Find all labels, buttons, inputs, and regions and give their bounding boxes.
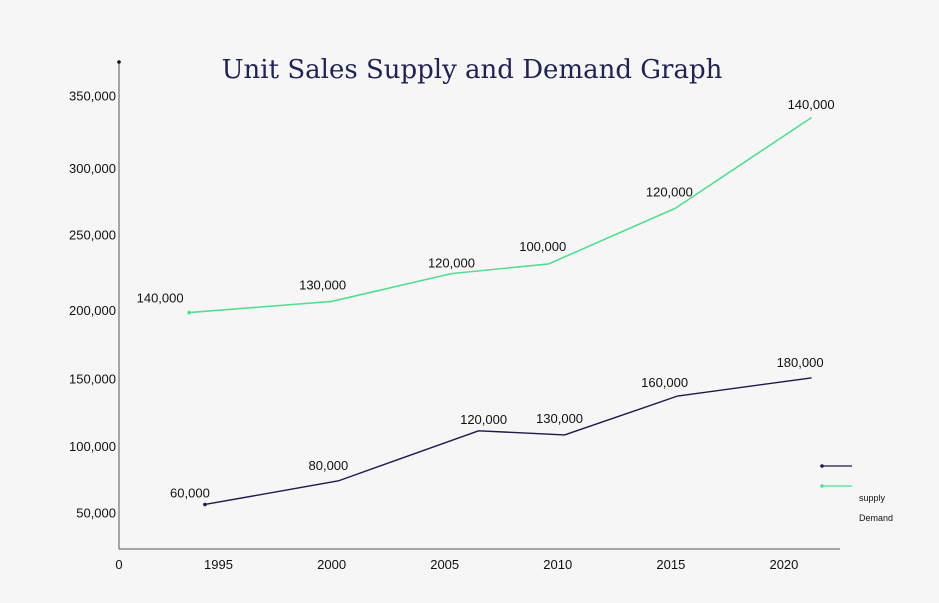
x-axis-ticks: 1995 2000 2005 2010 2015 2020 [204, 557, 798, 572]
y-axis-top-marker [117, 60, 121, 64]
legend-supply-marker [820, 484, 824, 488]
y-tick-label: 250,000 [69, 228, 116, 243]
y-axis-ticks: 350,000 300,000 250,000 200,000 150,000 100,0… [69, 88, 116, 520]
demand-data-label: 130,000 [536, 411, 583, 426]
x-tick-label: 1995 [204, 557, 233, 572]
demand-start-point [203, 502, 207, 507]
supply-data-label: 140,000 [137, 291, 184, 306]
supply-data-label: 100,000 [519, 239, 566, 254]
legend: supply Demand [820, 464, 893, 523]
demand-data-label: 180,000 [777, 355, 824, 370]
x-tick-label: 2010 [543, 557, 572, 572]
x-origin-label: 0 [115, 557, 122, 572]
demand-data-label: 60,000 [170, 485, 210, 500]
supply-data-label: 120,000 [428, 256, 475, 271]
demand-data-label: 80,000 [309, 458, 349, 473]
y-tick-label: 50,000 [76, 506, 116, 521]
data-labels: 140,000 130,000 120,000 100,000 120,000 140,0… [137, 97, 835, 501]
x-tick-label: 2020 [769, 557, 798, 572]
y-tick-label: 100,000 [69, 439, 116, 454]
supply-series-line [188, 117, 812, 314]
y-tick-label: 200,000 [69, 303, 116, 318]
supply-data-label: 140,000 [788, 97, 835, 112]
y-tick-label: 350,000 [69, 88, 116, 103]
supply-data-label: 120,000 [646, 184, 693, 199]
supply-data-label: 130,000 [299, 277, 346, 292]
x-tick-label: 2000 [317, 557, 346, 572]
chart-title: Unit Sales Supply and Demand Graph [222, 55, 723, 85]
legend-demand-marker [820, 464, 824, 468]
x-tick-label: 2005 [430, 557, 459, 572]
demand-data-label: 160,000 [641, 375, 688, 390]
demand-data-label: 120,000 [460, 412, 507, 427]
demand-series-line [204, 377, 812, 506]
legend-demand-label: Demand [859, 513, 893, 523]
series-layer [187, 117, 812, 507]
y-tick-label: 150,000 [69, 372, 116, 387]
legend-supply-label: supply [859, 493, 886, 503]
x-tick-label: 2015 [656, 557, 685, 572]
y-tick-label: 300,000 [69, 161, 116, 176]
supply-start-point [187, 310, 191, 315]
